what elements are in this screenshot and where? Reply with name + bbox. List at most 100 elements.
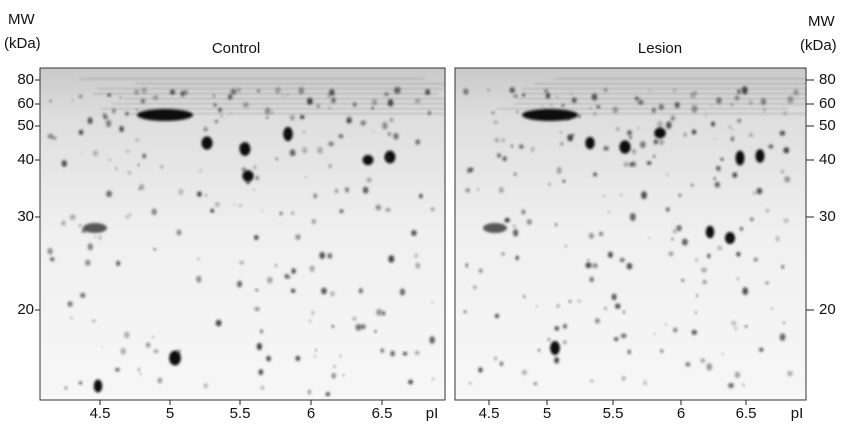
spot [783,218,789,223]
spot [651,107,656,113]
spot [153,349,159,354]
spot [743,91,747,95]
spot [737,89,741,94]
spot [83,223,107,233]
spot [78,381,83,385]
spot [220,115,223,118]
spot [329,89,335,96]
spot [603,146,609,151]
spot [385,155,391,161]
spot [125,111,129,116]
spot [61,160,67,168]
pi-tick-label: 6.5 [736,405,757,422]
spot [556,96,558,98]
spot [768,144,774,149]
spot [608,211,610,214]
smear [123,98,445,100]
smear [524,113,806,115]
spot [93,379,103,393]
spot [108,158,111,161]
spot [328,141,334,147]
spot [494,313,500,318]
spot [690,91,697,99]
spot [748,133,754,138]
spot [465,188,471,193]
spot [734,326,738,331]
spot [107,93,111,97]
spot [346,119,351,123]
spot [550,103,553,107]
pi-label: pI [426,405,439,422]
spot [626,262,633,270]
spot [291,211,294,215]
spot [588,232,595,239]
spot [521,369,528,375]
smear [534,83,806,85]
spot [183,90,188,95]
spot [750,217,754,221]
spot [197,257,200,261]
spot [286,94,289,96]
spot [375,204,382,211]
spot [313,355,316,358]
smear [125,113,445,115]
spot [737,154,741,158]
spot [236,88,241,93]
spot [619,257,625,263]
spot [713,138,716,140]
spot [748,100,753,105]
spot [152,336,155,339]
spot [196,275,202,283]
spot [674,101,680,109]
spot [266,276,273,284]
spot [732,172,738,178]
spot [734,371,741,379]
pi-label: pI [791,405,804,422]
spot [565,116,570,120]
spot [787,370,793,377]
spot [254,306,260,312]
spot [714,181,720,188]
spot [648,236,651,239]
spot [666,121,672,129]
spot [702,280,707,284]
spot [672,228,677,234]
spot [727,237,733,242]
spot [614,303,621,309]
spot [620,333,627,339]
spot [516,110,519,114]
spot [429,336,435,344]
spot [327,253,333,259]
spot [603,194,606,198]
spot [463,88,469,95]
spot [198,169,202,173]
spot [106,190,113,198]
spot [779,333,786,341]
spot [238,203,243,207]
spot [738,119,741,122]
spot [700,358,706,363]
spot [548,183,551,186]
spot [562,179,566,183]
spot [253,235,259,241]
spot [561,104,564,107]
spot [328,106,331,110]
spot [261,209,264,213]
spot [87,243,93,251]
spot [125,214,130,219]
spot [415,139,421,145]
spot [286,275,291,279]
spot [706,363,713,371]
mw-tick-label: 30 [17,208,34,225]
spot [137,109,193,121]
spot [705,114,708,117]
spot [537,348,541,352]
spot [78,94,83,99]
spot [289,149,296,157]
spot [285,132,288,136]
spot [385,207,391,212]
spot [146,342,151,348]
spot [468,382,472,385]
spot [362,186,369,194]
spot [371,106,374,110]
